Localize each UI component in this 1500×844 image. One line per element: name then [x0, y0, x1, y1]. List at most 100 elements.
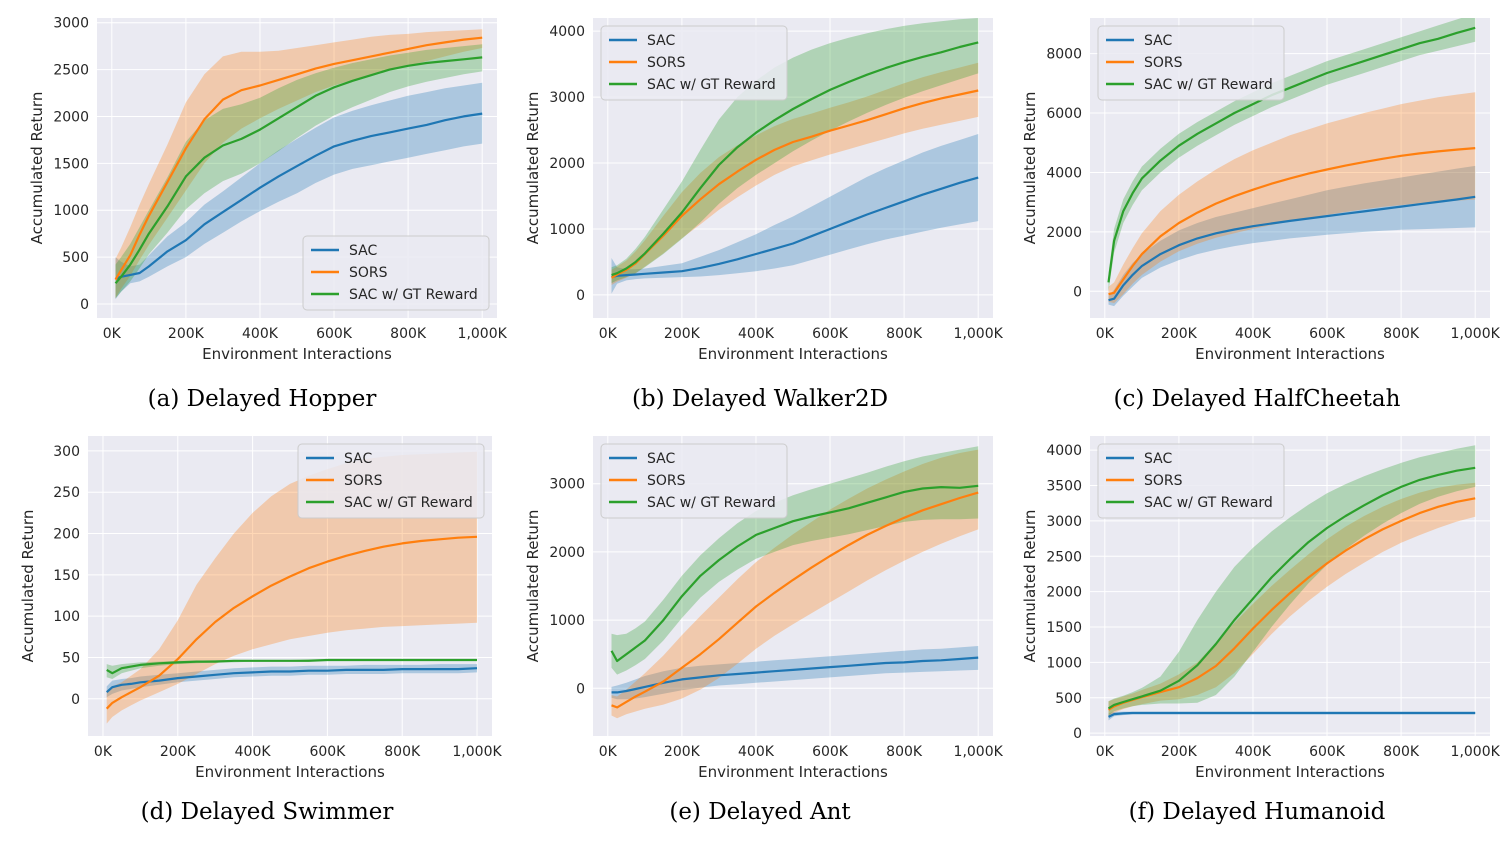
x-axis-label: Environment Interactions	[202, 345, 392, 363]
legend: SAC SORS SAC w/ GT Reward	[1097, 443, 1285, 519]
legend-entry: SAC w/ GT Reward	[344, 495, 473, 511]
x-tick-label: 600K	[316, 326, 353, 342]
y-tick-label: 2000	[549, 156, 585, 172]
y-axis-label: Accumulated Return	[28, 92, 46, 245]
legend-entry: SAC w/ GT Reward	[1144, 77, 1273, 93]
x-tick-label: 800K	[1383, 744, 1420, 760]
legend: SAC SORS SAC w/ GT Reward	[297, 443, 485, 519]
x-tick-label: 200K	[1161, 744, 1198, 760]
y-tick-label: 0	[1073, 284, 1082, 300]
x-tick-label: 600K	[1309, 744, 1346, 760]
y-axis-label: Accumulated Return	[524, 92, 542, 245]
chart-caption: (d) Delayed Swimmer	[141, 799, 394, 825]
series-line	[611, 491, 979, 709]
chart-caption: (c) Delayed HalfCheetah	[1114, 386, 1401, 412]
legend-entry: SAC	[344, 451, 372, 467]
y-axis-label: Accumulated Return	[19, 510, 37, 663]
y-tick-label: 0	[576, 288, 585, 304]
chart-caption: (e) Delayed Ant	[669, 799, 851, 825]
x-axis-label: Environment Interactions	[698, 345, 888, 363]
chart-panel: 0K 200K 400K 600K 800K 1,000K 0 1000 2000 3000 Env…	[524, 436, 1004, 825]
legend-entry: SAC w/ GT Reward	[349, 287, 478, 303]
x-tick-label: 800K	[886, 744, 923, 760]
x-axis-label: Environment Interactions	[698, 763, 888, 781]
legend-entry: SAC	[1144, 33, 1172, 49]
x-tick-label: 0K	[1096, 744, 1115, 760]
plot-series	[114, 29, 483, 300]
x-tick-label: 400K	[1235, 744, 1272, 760]
x-tick-label: 400K	[738, 326, 775, 342]
x-tick-label: 200K	[1161, 326, 1198, 342]
legend-entry: SORS	[349, 265, 388, 281]
y-tick-label: 2000	[1046, 585, 1082, 601]
x-tick-label: 0K	[599, 744, 618, 760]
y-tick-label: 1000	[53, 203, 89, 219]
legend-entry: SORS	[647, 473, 686, 489]
y-tick-label: 250	[53, 485, 80, 501]
series-line	[610, 484, 979, 663]
y-tick-label: 1500	[1046, 620, 1082, 636]
x-tick-label: 0K	[94, 744, 113, 760]
legend-entry: SAC	[1144, 451, 1172, 467]
legend-entry: SAC w/ GT Reward	[647, 495, 776, 511]
y-tick-label: 300	[53, 444, 80, 460]
x-tick-label: 600K	[812, 744, 849, 760]
x-tick-label: 0K	[599, 326, 618, 342]
x-tick-label: 400K	[242, 326, 279, 342]
y-tick-label: 2000	[53, 109, 89, 125]
y-tick-label: 200	[53, 527, 80, 543]
plot-series	[610, 18, 979, 294]
y-tick-label: 2500	[53, 63, 89, 79]
legend: SAC SORS SAC w/ GT Reward	[1097, 25, 1285, 101]
series-band	[611, 446, 979, 675]
y-tick-label: 1500	[53, 156, 89, 172]
series-line	[611, 656, 979, 694]
x-tick-label: 200K	[160, 744, 197, 760]
x-tick-label: 400K	[738, 744, 775, 760]
y-tick-label: 1000	[1046, 655, 1082, 671]
y-tick-label: 100	[53, 609, 80, 625]
x-tick-label: 1,000K	[458, 326, 508, 342]
series-band	[611, 646, 979, 700]
legend-box	[1097, 443, 1285, 519]
legend-entry: SORS	[1144, 55, 1183, 71]
series-line	[1108, 147, 1476, 296]
y-tick-label: 0	[576, 681, 585, 697]
y-tick-label: 3000	[549, 477, 585, 493]
x-tick-label: 600K	[812, 326, 849, 342]
x-tick-label: 800K	[1383, 326, 1420, 342]
series-line	[114, 56, 483, 285]
chart-panel: 0K 200K 400K 600K 800K 1,000K 0 2000 4000 6000 800…	[1021, 18, 1500, 412]
chart-caption: (a) Delayed Hopper	[148, 386, 377, 412]
series-band	[115, 29, 483, 299]
legend-entry: SORS	[1144, 473, 1183, 489]
series-band	[106, 451, 477, 724]
x-tick-label: 800K	[384, 744, 421, 760]
x-tick-label: 1,000K	[954, 326, 1004, 342]
y-tick-label: 4000	[1046, 165, 1082, 181]
series-line	[1108, 711, 1476, 718]
series-line	[1107, 466, 1476, 710]
x-tick-label: 1,000K	[1451, 326, 1500, 342]
y-tick-label: 2000	[1046, 225, 1082, 241]
x-tick-label: 800K	[390, 326, 427, 342]
chart-caption: (f) Delayed Humanoid	[1129, 799, 1386, 825]
y-tick-label: 0	[1073, 726, 1082, 742]
legend: SAC SORS SAC w/ GT Reward	[302, 235, 490, 311]
y-tick-label: 0	[80, 297, 89, 313]
legend: SAC SORS SAC w/ GT Reward	[600, 25, 788, 101]
y-tick-label: 150	[53, 568, 80, 584]
legend-entry: SAC	[647, 33, 675, 49]
y-tick-label: 1000	[549, 222, 585, 238]
legend-box	[297, 443, 485, 519]
x-axis-label: Environment Interactions	[1195, 763, 1385, 781]
series-line	[1108, 195, 1476, 302]
legend: SAC SORS SAC w/ GT Reward	[600, 443, 788, 519]
y-tick-label: 1000	[549, 613, 585, 629]
y-tick-label: 500	[62, 250, 89, 266]
y-axis-label: Accumulated Return	[524, 510, 542, 663]
x-tick-label: 800K	[886, 326, 923, 342]
series-line	[611, 176, 979, 279]
legend-entry: SAC w/ GT Reward	[1144, 495, 1273, 511]
